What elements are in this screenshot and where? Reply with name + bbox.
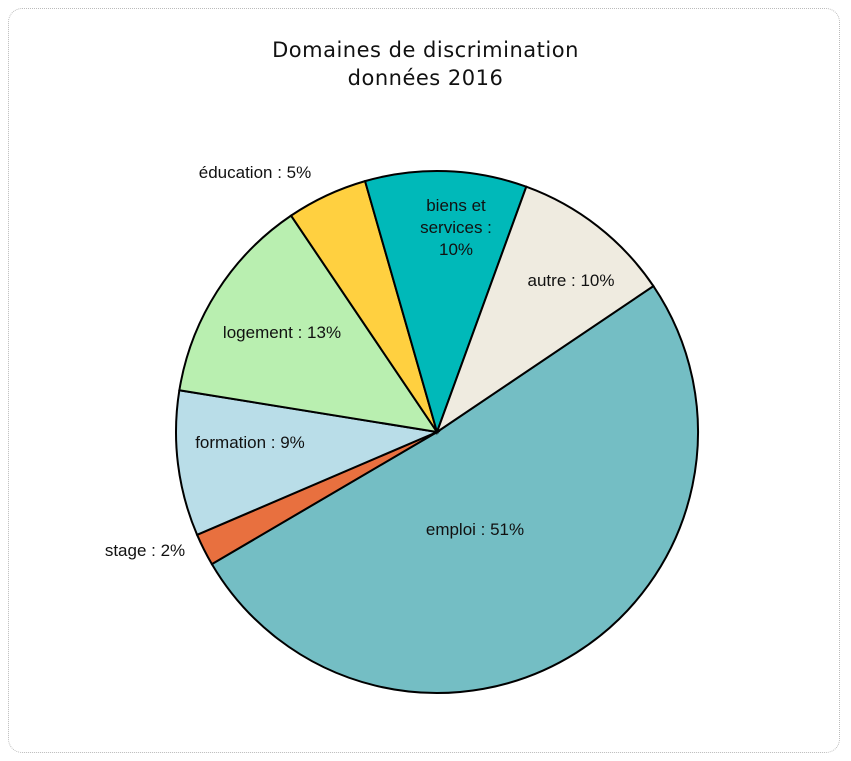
chart-title: Domaines de discrimination [272, 38, 579, 62]
pie-slice [435, 185, 655, 435]
slice-label: stage : 2% [104, 541, 186, 560]
pie-slice [210, 284, 699, 694]
pie-slice [178, 214, 440, 434]
slice-label: formation : 9% [195, 433, 305, 452]
slice-label: logement : 13% [222, 323, 342, 342]
pie-slice [363, 170, 528, 436]
slice-label: éducation : 5% [198, 163, 312, 182]
pie-slice [175, 389, 441, 537]
slice-label: autre : 10% [527, 271, 615, 290]
chart-subtitle: données 2016 [347, 66, 504, 90]
slice-label: biens et services : 10% [420, 196, 492, 259]
chart-frame [8, 8, 840, 753]
slice-label: emploi : 51% [425, 520, 525, 539]
